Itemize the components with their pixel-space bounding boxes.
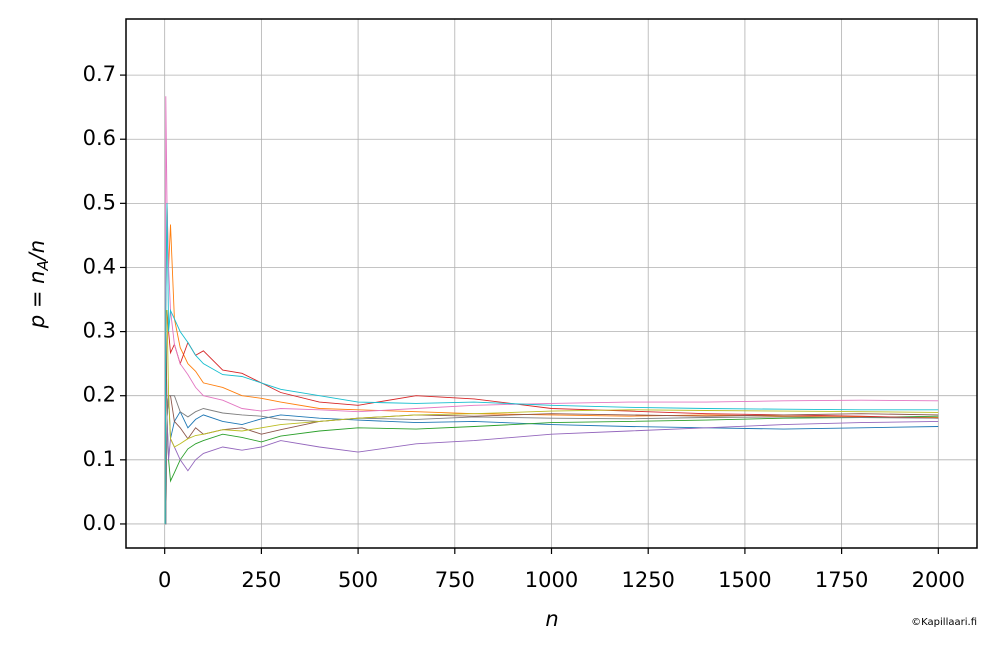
- y-tick-label: 0.3: [83, 319, 116, 343]
- x-tick-label: 1750: [815, 568, 868, 592]
- y-label-sub: A: [34, 260, 52, 271]
- x-tick-label: 1000: [525, 568, 578, 592]
- plot-frame: [125, 18, 978, 549]
- series-line: [164, 203, 939, 525]
- x-tick-label: 750: [435, 568, 475, 592]
- watermark: ©Kapillaari.fi: [911, 617, 977, 628]
- y-tick-label: 0.7: [83, 62, 116, 86]
- y-tick-label: 0.6: [83, 126, 116, 150]
- y-label-end: /n: [25, 240, 49, 262]
- y-tick-label: 0.2: [83, 383, 116, 407]
- x-tick-label: 1500: [718, 568, 771, 592]
- y-axis-label: p = nA/n: [25, 240, 52, 329]
- series-line: [164, 309, 939, 525]
- x-tick-label: 2000: [912, 568, 965, 592]
- x-tick-label: 250: [241, 568, 281, 592]
- series-line: [165, 415, 939, 525]
- y-label-main: p = n: [25, 271, 49, 330]
- series-line: [164, 309, 939, 525]
- series-line: [164, 96, 939, 525]
- y-tick-label: 0.0: [83, 511, 116, 535]
- x-tick-label: 500: [338, 568, 378, 592]
- y-tick-label: 0.4: [83, 254, 116, 278]
- x-tick-label: 0: [158, 568, 171, 592]
- series-line: [164, 203, 939, 525]
- x-axis-label: n: [545, 607, 558, 631]
- series-line: [165, 416, 939, 525]
- series-line: [165, 395, 939, 525]
- y-tick-label: 0.5: [83, 190, 116, 214]
- y-tick-label: 0.1: [83, 447, 116, 471]
- x-tick-label: 1250: [621, 568, 674, 592]
